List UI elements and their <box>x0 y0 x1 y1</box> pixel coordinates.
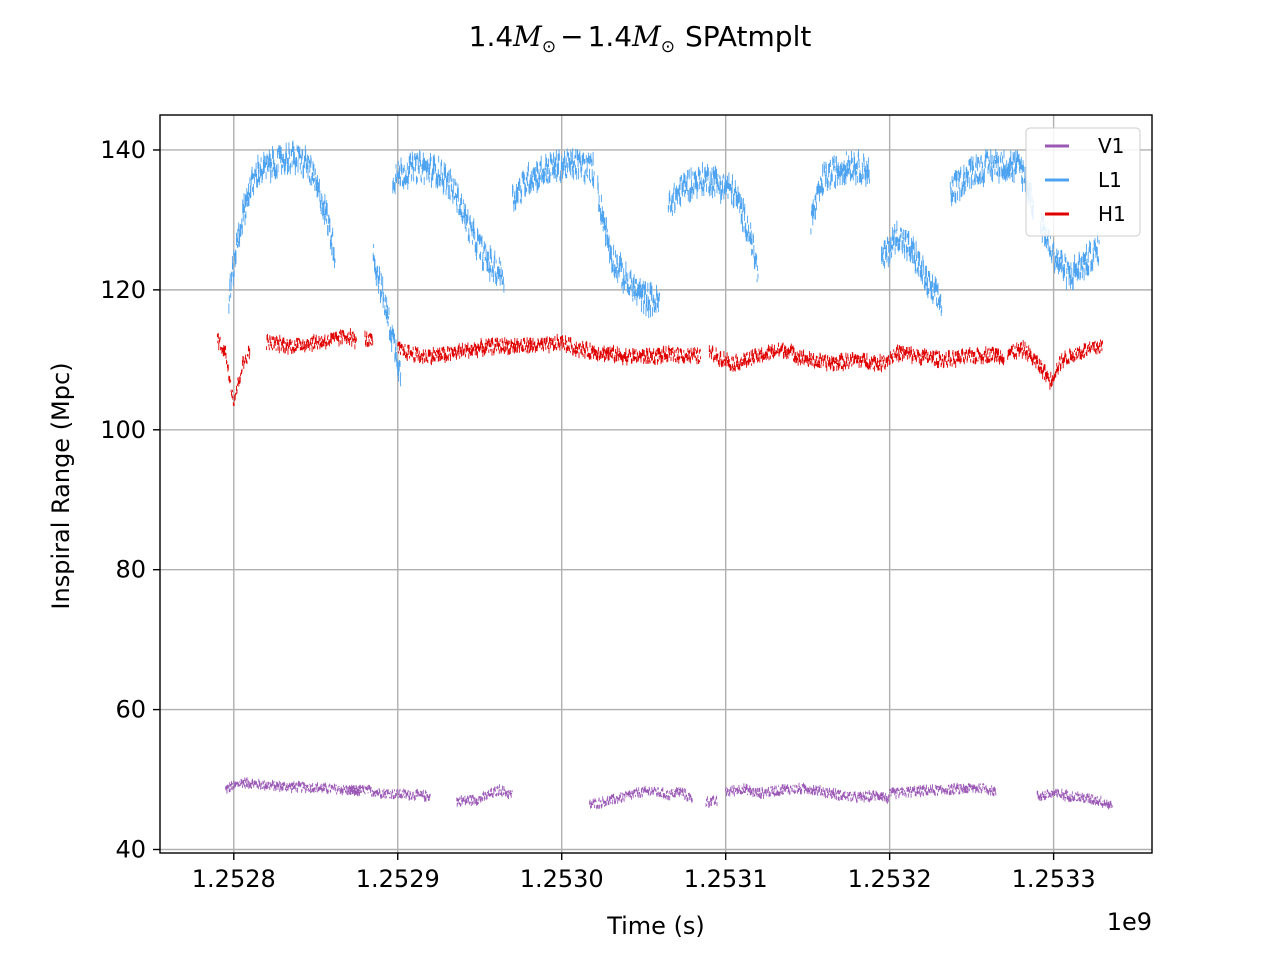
x-tick-label: 1.2532 <box>848 865 932 893</box>
y-tick-label: 60 <box>115 696 146 724</box>
y-axis: 40 60 80 100 120 140 <box>100 136 160 864</box>
grid-lines <box>160 115 1152 853</box>
x-tick-label: 1.2530 <box>520 865 604 893</box>
legend-label-H1: H1 <box>1098 202 1126 226</box>
plot-frame <box>159 114 1153 854</box>
legend: V1 L1 H1 <box>1025 127 1141 237</box>
series-L1 <box>228 140 1100 387</box>
series-trace-L1 <box>228 140 1100 387</box>
legend-label-V1: V1 <box>1098 134 1124 158</box>
series-trace-V1 <box>225 777 1113 810</box>
x-axis-label: Time (s) <box>606 912 705 940</box>
x-tick-label: 1.2531 <box>684 865 768 893</box>
plot-area <box>160 115 1152 853</box>
x-offset-label: 1e9 <box>1107 908 1152 936</box>
x-tick-label: 1.2533 <box>1012 865 1096 893</box>
x-tick-label: 1.2528 <box>192 865 276 893</box>
chart-title: 1.4M⊙ −1.4M⊙ SPAtmplt <box>469 20 812 57</box>
series-trace-H1 <box>216 328 1103 406</box>
y-tick-label: 40 <box>115 836 146 864</box>
y-axis-label: Inspiral Range (Mpc) <box>47 362 75 609</box>
series-H1 <box>216 328 1103 406</box>
series-layer <box>216 140 1113 810</box>
x-tick-label: 1.2529 <box>356 865 440 893</box>
y-tick-label: 120 <box>100 276 146 304</box>
y-tick-label: 140 <box>100 136 146 164</box>
series-V1 <box>225 777 1113 810</box>
legend-box <box>1025 127 1141 237</box>
legend-label-L1: L1 <box>1098 168 1122 192</box>
y-tick-label: 100 <box>100 416 146 444</box>
y-tick-label: 80 <box>115 556 146 584</box>
x-axis: 1.2528 1.2529 1.2530 1.2531 1.2532 1.2533 <box>192 853 1096 893</box>
